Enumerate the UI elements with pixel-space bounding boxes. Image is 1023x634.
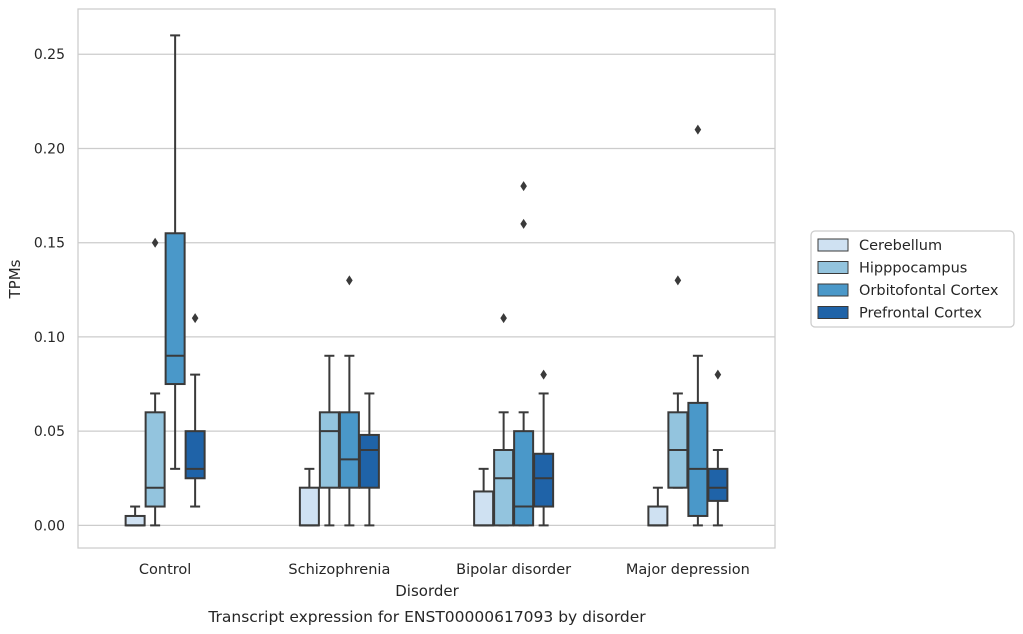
outlier-point (520, 218, 527, 229)
outlier-point (714, 369, 722, 380)
box-cerebellum (124, 505, 146, 527)
legend-swatch (817, 238, 849, 252)
outlier-point (540, 369, 547, 380)
box-prefrontal-cortex (707, 369, 729, 527)
y-tick-label: 0.20 (34, 141, 65, 157)
box-orbitofontal-cortex (164, 34, 186, 470)
legend-swatch (817, 306, 849, 319)
box-iqr (358, 433, 380, 489)
box-cerebellum (473, 467, 495, 527)
legend-swatch (817, 283, 849, 297)
y-tick-label: 0.25 (34, 47, 65, 63)
y-tick-label: 0.10 (34, 330, 65, 346)
chart-caption: Transcript expression for ENST0000061709… (207, 608, 646, 626)
x-axis-ticks: Control Schizophrenia Bipolar disorder Majo… (139, 562, 750, 578)
y-axis-label: TPMs (6, 259, 24, 299)
box-iqr (493, 449, 515, 527)
box-hipppocampus (318, 354, 340, 527)
outlier-point (520, 181, 527, 192)
legend: Cerebellum Hipppocampus Orbitofontal Corte… (810, 230, 1015, 328)
box-iqr (318, 411, 340, 489)
legend-frame (810, 230, 1015, 328)
box-hipppocampus (667, 275, 689, 489)
box-prefrontal-cortex (184, 313, 206, 508)
box-iqr (164, 232, 186, 386)
legend-label: Prefrontal Cortex (859, 306, 982, 322)
legend-label: Hipppocampus (859, 261, 967, 277)
outlier-point (500, 313, 507, 324)
box-plot-marks (124, 34, 729, 527)
x-axis-label: Disorder (395, 582, 459, 600)
y-axis-ticks: 0.00 0.05 0.10 0.15 0.20 0.25 (34, 47, 65, 534)
outlier-point (151, 237, 159, 248)
x-tick-label: Control (139, 562, 191, 578)
y-tick-label: 0.05 (34, 424, 65, 440)
outlier-point (191, 313, 199, 324)
box-orbitofontal-cortex (687, 124, 709, 527)
box-iqr (533, 452, 555, 508)
box-iqr (124, 514, 146, 527)
box-prefrontal-cortex (533, 369, 555, 527)
box-hipppocampus (144, 237, 166, 527)
x-tick-label: Bipolar disorder (456, 562, 571, 578)
box-cerebellum (298, 467, 320, 527)
legend-label: Cerebellum (859, 238, 942, 254)
plot-frame (77, 8, 776, 549)
y-tick-label: 0.15 (34, 236, 65, 252)
box-iqr (338, 411, 360, 489)
x-tick-label: Major depression (626, 562, 750, 578)
x-tick-label: Schizophrenia (288, 562, 390, 578)
box-orbitofontal-cortex (513, 181, 535, 527)
y-tick-label: 0.00 (34, 518, 65, 534)
box-iqr (298, 486, 320, 527)
box-prefrontal-cortex (358, 392, 380, 527)
box-cerebellum (647, 486, 669, 527)
box-iqr (144, 411, 166, 508)
box-iqr (647, 505, 669, 527)
box-iqr (513, 430, 535, 527)
box-iqr (473, 490, 495, 527)
box-orbitofontal-cortex (338, 275, 360, 527)
outlier-point (674, 275, 682, 286)
box-iqr (687, 401, 709, 517)
legend-swatch (817, 261, 849, 274)
legend-label: Orbitofontal Cortex (859, 283, 999, 299)
box-iqr (707, 467, 729, 502)
box-hipppocampus (493, 313, 515, 527)
box-iqr (184, 430, 206, 480)
outlier-point (694, 124, 702, 135)
outlier-point (346, 275, 353, 286)
